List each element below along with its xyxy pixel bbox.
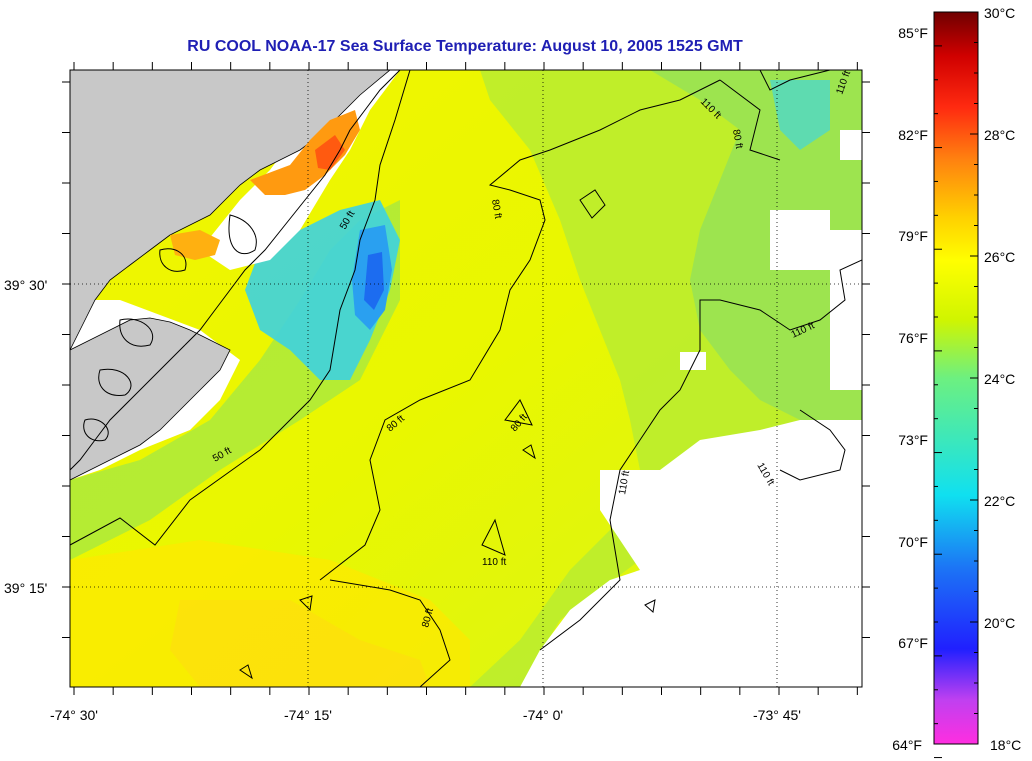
contour-label: 110 ft [482,557,506,568]
bathymetry-contours [70,70,862,687]
no-data-se [520,420,862,687]
contour-80ft [319,79,721,581]
bay-warm-2 [170,230,220,260]
contour-label: 80 ft [730,129,744,150]
graticule [70,70,862,687]
green-zone-2 [650,70,862,420]
contour-80ft-2 [719,79,781,161]
contour-label: 80 ft [489,199,503,220]
no-data-e3 [680,352,706,370]
land-south [70,317,231,481]
y-tick-label: 39° 15' [4,580,47,596]
map-title: RU COOL NOAA-17 Sea Surface Temperature:… [187,38,743,55]
no-data-e2 [830,230,862,390]
cold-core-2 [364,252,384,310]
contour-110ft-n [759,70,831,91]
x-tick-label: -73° 45' [753,707,801,723]
tick-marks [62,62,870,695]
coastline [70,70,401,471]
x-tick-label: -74° 0' [523,707,563,723]
contour-110ft [539,259,862,651]
x-tick-label: -74° 15' [284,707,332,723]
no-data-e1 [770,210,830,270]
y-axis-labels: 39° 30' 39° 15' [4,277,47,596]
back-bay-warm [250,110,360,195]
contour-50ft [70,70,411,546]
back-bay-hot [315,135,345,170]
y-tick-label: 39° 30' [4,277,47,293]
contour-80ft-s [329,579,451,687]
cyan-patch-ne [770,80,830,150]
contour-label: 110 ft [617,469,632,495]
contour-110ft-e [779,409,846,481]
x-axis-labels: -74° 30' -74° 15' -74° 0' -73° 45' [50,707,801,723]
x-tick-label: -74° 30' [50,707,98,723]
no-data-e4 [840,130,862,160]
warm-zone-2 [170,600,430,687]
contour-label: 80 ft [420,607,436,629]
